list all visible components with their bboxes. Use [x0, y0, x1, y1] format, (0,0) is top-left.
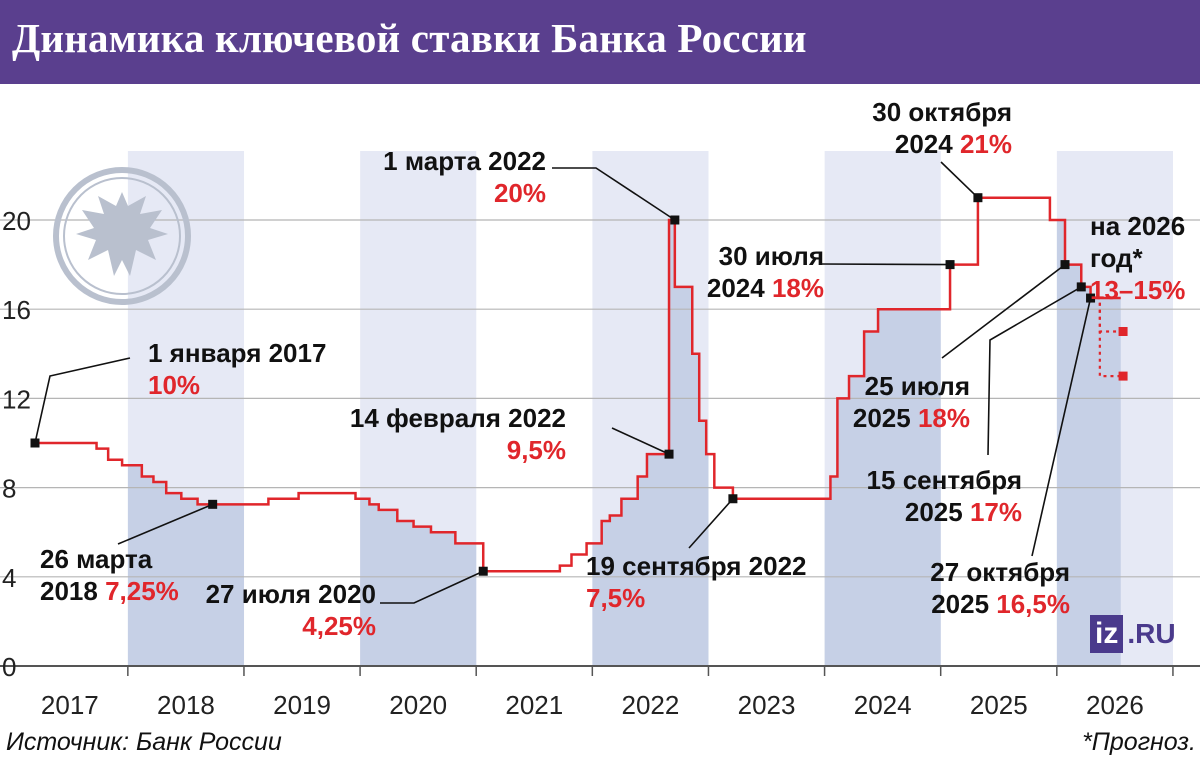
- forecast-note: *Прогноз.: [1082, 728, 1196, 756]
- annotation-mar-2022: 1 марта 2022 20%: [383, 146, 546, 208]
- rate-step-line: [35, 196, 1121, 573]
- marker-2: [478, 566, 488, 576]
- annotation-sep-2022: 19 сентября 2022 7,5%: [586, 551, 807, 613]
- rate-line: [35, 196, 1121, 573]
- x-tick-2018: 2018: [157, 690, 215, 720]
- x-tick-2019: 2019: [273, 690, 331, 720]
- leader-lines: [34, 161, 1092, 604]
- annotation-2017: 1 января 2017 10%: [148, 338, 327, 400]
- leader-8: [941, 263, 1066, 359]
- x-tick-2021: 2021: [505, 690, 563, 720]
- x-tick-labels: 2017 2018 2019 2020 2021 2022 2023 2024 2025 2026: [41, 666, 1174, 720]
- marker-0: [30, 438, 40, 448]
- x-tick-2017: 2017: [41, 690, 99, 720]
- annotation-2020: 27 июля 2020 4,25%: [205, 579, 376, 641]
- annotation-jul-2024: 30 июля 2024 18%: [706, 241, 824, 303]
- y-tick-4: 4: [2, 563, 16, 593]
- leader-2: [380, 570, 484, 604]
- x-tick-2020: 2020: [389, 690, 447, 720]
- marker-3: [664, 449, 674, 459]
- leader-7: [940, 161, 979, 199]
- leader-0: [34, 357, 131, 444]
- x-tick-2026: 2026: [1086, 690, 1144, 720]
- iz-ru-logo: iz .RU: [1090, 615, 1176, 653]
- x-tick-2025: 2025: [970, 690, 1028, 720]
- source-note: Источник: Банк России: [6, 728, 282, 756]
- annotation-sep-2025: 15 сентября 2025 17%: [866, 465, 1022, 527]
- x-tick-2024: 2024: [854, 690, 912, 720]
- marker-11: [1118, 327, 1128, 336]
- leader-3: [611, 427, 670, 455]
- y-tick-12: 12: [2, 384, 31, 414]
- chart-title: Динамика ключевой ставки Банка России: [12, 15, 807, 61]
- y-tick-8: 8: [2, 474, 16, 504]
- leader-4: [552, 167, 676, 221]
- marker-12: [1118, 371, 1128, 381]
- marker-1: [208, 499, 218, 509]
- annotation-2026-forecast: на 2026 год* 13–15%: [1090, 211, 1186, 305]
- annotation-jul-2025: 25 июля 2025 18%: [852, 371, 970, 433]
- marker-4: [670, 215, 680, 225]
- annotation-2018: 26 марта 2018 7,25%: [40, 544, 179, 606]
- leader-6: [819, 263, 951, 266]
- header-bar: Динамика ключевой ставки Банка России: [0, 0, 1200, 84]
- y-tick-20: 20: [2, 206, 31, 236]
- annotation-feb-2022: 14 февраля 2022 9,5%: [349, 403, 566, 465]
- marker-7: [973, 193, 983, 203]
- bank-emblem-icon: [53, 167, 191, 305]
- marker-9: [1076, 282, 1086, 292]
- forecast-line-1: [1097, 296, 1121, 378]
- x-tick-2023: 2023: [738, 690, 796, 720]
- x-tick-2022: 2022: [622, 690, 680, 720]
- y-tick-0: 0: [2, 652, 16, 682]
- leader-10: [1031, 297, 1092, 557]
- marker-5: [728, 494, 738, 504]
- y-tick-labels: 0 4 8 12 16 20: [2, 206, 31, 682]
- gridlines: [0, 219, 1200, 667]
- marker-8: [1060, 260, 1070, 270]
- leader-9: [987, 286, 1082, 456]
- y-tick-16: 16: [2, 295, 31, 325]
- annotation-oct-2024: 30 октября 2024 21%: [872, 97, 1012, 159]
- marker-6: [945, 260, 955, 270]
- marker-10: [1086, 293, 1096, 303]
- annotation-oct-2025: 27 октября 2025 16,5%: [930, 557, 1070, 619]
- leader-1: [117, 503, 213, 545]
- rate-markers: [30, 193, 1128, 576]
- leader-5: [688, 498, 734, 549]
